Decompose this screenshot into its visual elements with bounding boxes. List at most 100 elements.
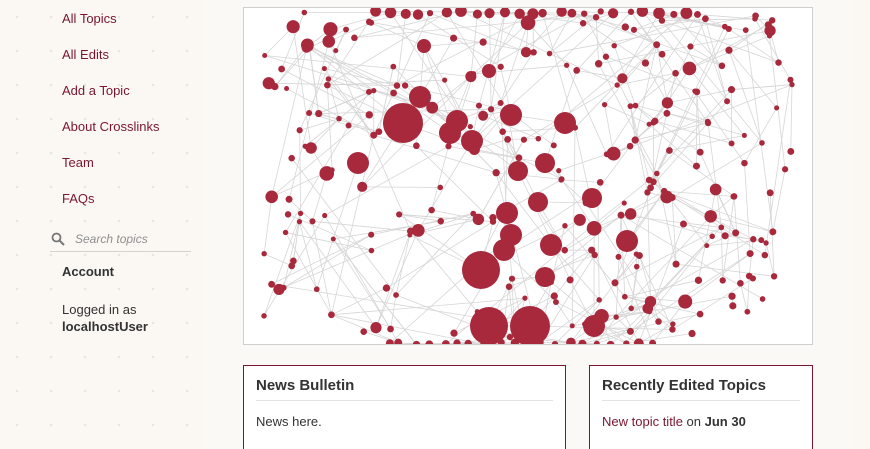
topic-node[interactable]: [426, 101, 439, 114]
topic-node[interactable]: [390, 89, 397, 97]
topic-node[interactable]: [766, 189, 774, 197]
topic-node[interactable]: [592, 14, 600, 21]
topic-node[interactable]: [442, 77, 448, 83]
topic-node[interactable]: [586, 190, 593, 198]
topic-node[interactable]: [333, 48, 339, 54]
topic-node[interactable]: [522, 340, 531, 345]
topic-node[interactable]: [668, 194, 676, 202]
topic-node[interactable]: [627, 103, 634, 110]
topic-node[interactable]: [473, 262, 480, 269]
topic-node[interactable]: [504, 135, 512, 143]
topic-node[interactable]: [385, 339, 394, 345]
topic-node[interactable]: [647, 184, 654, 192]
topic-node[interactable]: [617, 211, 625, 219]
recent-topic-link[interactable]: New topic title: [602, 414, 683, 429]
topic-node[interactable]: [480, 340, 489, 345]
topic-node[interactable]: [425, 340, 434, 345]
topic-node[interactable]: [411, 223, 425, 237]
topic-node[interactable]: [472, 213, 485, 226]
topic-node[interactable]: [271, 82, 279, 91]
topic-node[interactable]: [724, 98, 731, 105]
topic-node[interactable]: [672, 69, 679, 77]
topic-node[interactable]: [441, 8, 453, 18]
topic-node[interactable]: [482, 64, 496, 78]
topic-node[interactable]: [450, 329, 458, 337]
topic-node[interactable]: [365, 88, 373, 95]
topic-node[interactable]: [626, 327, 634, 335]
topic-node[interactable]: [746, 250, 754, 258]
topic-node[interactable]: [520, 136, 528, 143]
topic-node[interactable]: [631, 136, 639, 144]
topic-node[interactable]: [445, 143, 452, 150]
topic-node[interactable]: [474, 309, 480, 315]
topic-node[interactable]: [412, 340, 421, 345]
topic-node[interactable]: [787, 148, 795, 155]
topic-node[interactable]: [658, 50, 666, 58]
topic-node[interactable]: [613, 314, 619, 320]
topic-node[interactable]: [646, 121, 652, 127]
topic-node[interactable]: [394, 338, 403, 345]
topic-node[interactable]: [572, 124, 579, 131]
topic-node[interactable]: [437, 217, 445, 225]
topic-node[interactable]: [606, 340, 615, 345]
topic-node[interactable]: [578, 339, 587, 345]
topic-node[interactable]: [505, 283, 513, 290]
topic-node[interactable]: [601, 101, 608, 108]
topic-node[interactable]: [453, 339, 461, 345]
topic-node[interactable]: [719, 277, 726, 284]
topic-node[interactable]: [284, 85, 290, 92]
topic-node[interactable]: [426, 9, 434, 17]
topic-node[interactable]: [535, 153, 555, 173]
topic-node[interactable]: [633, 263, 640, 270]
topic-node[interactable]: [670, 321, 676, 327]
topic-node[interactable]: [448, 122, 456, 129]
topic-node[interactable]: [621, 200, 627, 206]
topic-node[interactable]: [280, 284, 287, 291]
nav-faqs[interactable]: FAQs: [62, 191, 95, 206]
topic-node[interactable]: [615, 253, 622, 260]
topic-node[interactable]: [562, 223, 568, 229]
topic-node[interactable]: [617, 73, 628, 84]
topic-node[interactable]: [709, 183, 722, 196]
topic-node[interactable]: [437, 184, 444, 191]
topic-node[interactable]: [579, 20, 587, 27]
nav-add-topic[interactable]: Add a Topic: [62, 83, 130, 98]
topic-node[interactable]: [499, 128, 506, 136]
topic-node[interactable]: [658, 17, 666, 24]
topic-node[interactable]: [597, 8, 604, 15]
topic-node[interactable]: [296, 219, 303, 225]
topic-node[interactable]: [548, 279, 554, 285]
topic-node[interactable]: [533, 204, 540, 211]
topic-node[interactable]: [593, 340, 600, 345]
topic-node[interactable]: [725, 25, 732, 33]
topic-node[interactable]: [556, 168, 562, 174]
topic-node[interactable]: [321, 66, 327, 72]
topic-node[interactable]: [688, 329, 696, 338]
topic-node[interactable]: [455, 8, 467, 17]
topic-node[interactable]: [370, 131, 378, 139]
topic-node[interactable]: [728, 292, 736, 300]
topic-node[interactable]: [641, 59, 650, 67]
topic-node[interactable]: [628, 305, 634, 312]
topic-node[interactable]: [709, 233, 715, 240]
topic-node[interactable]: [262, 52, 268, 59]
topic-node[interactable]: [367, 19, 375, 26]
topic-node[interactable]: [393, 292, 399, 298]
topic-node[interactable]: [745, 272, 753, 280]
topic-node[interactable]: [692, 88, 698, 94]
topic-node[interactable]: [633, 251, 639, 257]
topic-node[interactable]: [470, 210, 477, 217]
topic-node[interactable]: [588, 246, 596, 254]
topic-node[interactable]: [741, 132, 747, 139]
topic-node[interactable]: [721, 232, 729, 240]
topic-node[interactable]: [496, 202, 518, 224]
topic-node[interactable]: [515, 154, 523, 162]
topic-node[interactable]: [775, 59, 782, 66]
topic-node[interactable]: [365, 111, 373, 119]
topic-node[interactable]: [694, 10, 701, 18]
topic-node[interactable]: [614, 82, 620, 88]
topic-node[interactable]: [680, 220, 687, 228]
topic-node[interactable]: [481, 326, 489, 334]
topic-node[interactable]: [351, 34, 358, 42]
topic-node[interactable]: [770, 273, 778, 280]
